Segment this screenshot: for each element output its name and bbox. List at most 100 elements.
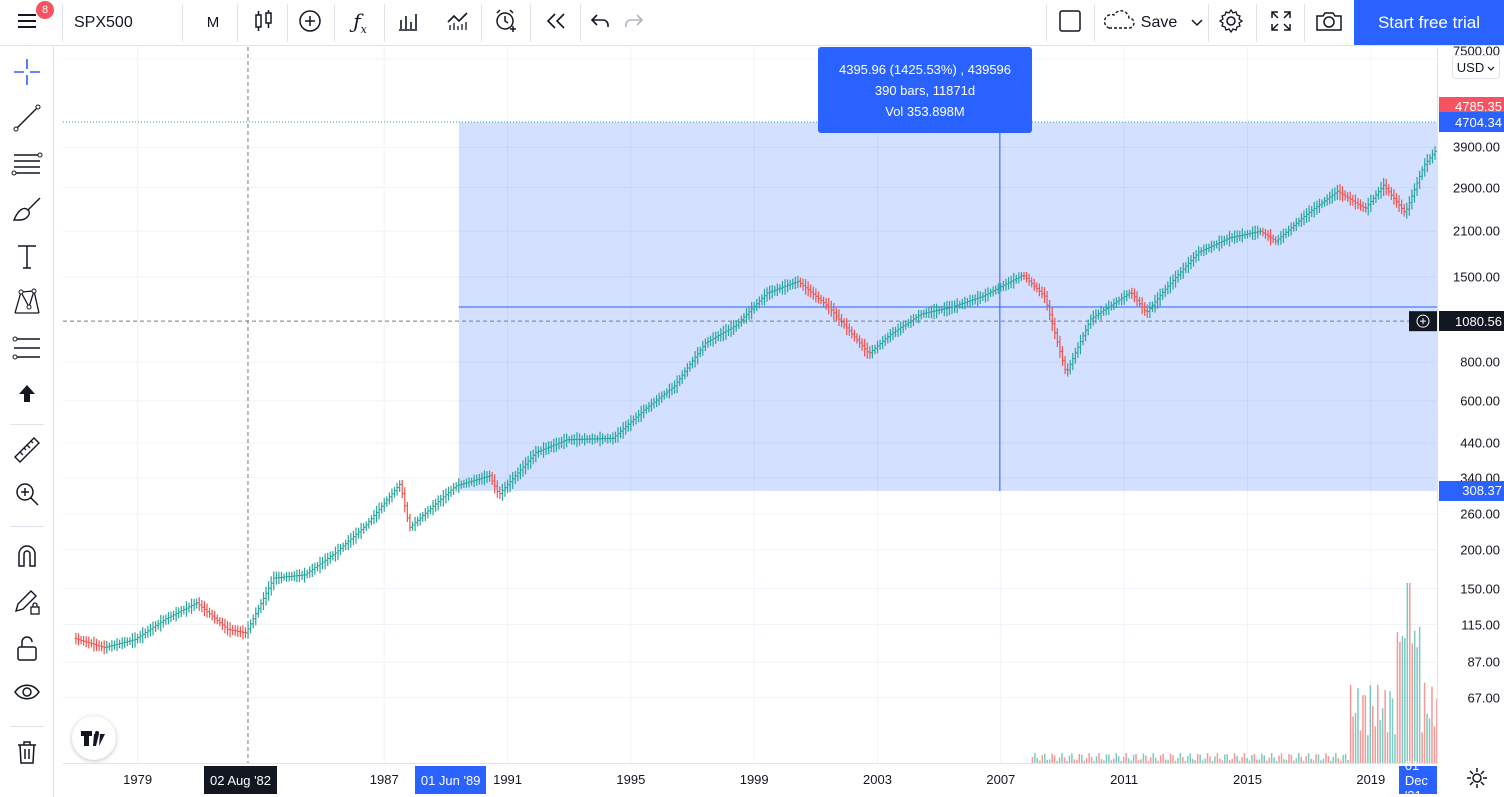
indicator-icon — [446, 10, 470, 36]
price-bar — [259, 599, 263, 614]
price-bar — [436, 495, 440, 511]
redo-button[interactable] — [618, 0, 650, 45]
volume-bar — [1372, 706, 1374, 763]
price-bar — [369, 515, 373, 526]
undo-button[interactable] — [584, 0, 616, 45]
stay-in-drawing-mode[interactable] — [7, 584, 47, 624]
price-bar — [115, 638, 119, 652]
brush-tool[interactable] — [7, 192, 47, 232]
volume-bar — [1041, 755, 1044, 763]
volume-bar — [1164, 759, 1167, 763]
tradingview-logo[interactable] — [72, 716, 116, 760]
price-bar — [177, 607, 181, 619]
price-bar — [333, 546, 337, 562]
currency-select[interactable]: USD — [1452, 55, 1500, 79]
volume-bar — [1295, 758, 1298, 763]
price-bar — [254, 607, 258, 626]
price-axis[interactable]: 7500.00 3900.00 2900.00 2100.00 1500.00 800.0… — [1437, 44, 1504, 763]
crosshair-price-label: 1080.56 — [1439, 311, 1504, 332]
save-button[interactable]: Save — [1096, 0, 1208, 45]
trendline-tool[interactable] — [7, 100, 47, 140]
indicator-templates-button[interactable] — [440, 0, 476, 45]
volume-bar — [1418, 627, 1421, 763]
time-axis[interactable]: 1979 1987 1991 1995 1999 2003 2007 2011 2015 2019… — [63, 758, 1437, 797]
symbol-search[interactable]: SPX500 — [74, 13, 133, 31]
price-bar — [138, 630, 142, 644]
high-price-label: 4785.35 — [1439, 96, 1504, 117]
price-bar — [120, 637, 124, 650]
price-bar — [416, 516, 420, 527]
measure-tool[interactable] — [7, 432, 47, 472]
price-bar — [79, 635, 83, 645]
chevron-down-icon — [1191, 14, 1203, 32]
magnet-icon — [13, 542, 41, 575]
volume-bar — [1265, 760, 1268, 763]
volume-bar — [1228, 760, 1231, 763]
price-bar — [133, 632, 137, 648]
remove-drawings[interactable] — [7, 734, 47, 774]
price-bar — [446, 486, 450, 501]
forecast-tool[interactable] — [7, 330, 47, 370]
text-tool[interactable] — [7, 238, 47, 278]
volume-bar — [1431, 686, 1433, 763]
compare-button[interactable] — [292, 0, 328, 45]
volume-bar — [1396, 632, 1399, 763]
price-bar — [272, 571, 276, 591]
price-tick: 2900.00 — [1453, 180, 1500, 195]
price-bar — [411, 521, 415, 531]
magnet-tool[interactable] — [7, 538, 47, 578]
price-bar — [1436, 143, 1437, 157]
volume-bar — [1251, 755, 1253, 763]
price-bar — [395, 482, 399, 496]
volume-bar — [1305, 756, 1307, 763]
hide-drawings[interactable] — [7, 674, 47, 714]
volume-bar — [1219, 758, 1221, 763]
axis-settings-button[interactable] — [1465, 767, 1489, 794]
fullscreen-button[interactable] — [1262, 0, 1300, 45]
volume-bar — [1142, 753, 1145, 763]
volume-bar — [1145, 755, 1147, 763]
replay-button[interactable] — [538, 0, 574, 45]
price-chart[interactable] — [63, 47, 1437, 763]
interval-button[interactable]: M — [206, 14, 220, 31]
price-bar — [128, 637, 132, 646]
lock-drawings[interactable] — [7, 630, 47, 670]
zoom-tool[interactable] — [7, 476, 47, 516]
volume-bar — [1312, 760, 1315, 763]
price-bar — [187, 602, 191, 613]
arrow-tool[interactable] — [7, 376, 47, 416]
snapshot-button[interactable] — [1310, 0, 1348, 45]
price-tick: 3900.00 — [1453, 139, 1500, 155]
alert-button[interactable] — [488, 0, 524, 45]
price-bar — [315, 562, 319, 572]
price-bar — [77, 633, 81, 646]
price-bar — [318, 556, 322, 574]
menu-button[interactable] — [10, 0, 44, 45]
price-bar — [390, 488, 394, 503]
brush-icon — [11, 195, 43, 230]
volume-bar — [1115, 753, 1118, 763]
layout-button[interactable] — [1052, 0, 1088, 45]
crosshair-tool[interactable] — [7, 54, 47, 94]
time-tick: 2015 — [1233, 772, 1262, 787]
fib-tool[interactable] — [7, 146, 47, 186]
time-tick: 1979 — [123, 772, 153, 787]
volume-bar — [1088, 753, 1090, 763]
start-free-trial-button[interactable]: Start free trial — [1354, 0, 1504, 45]
chart-type-button[interactable] — [246, 0, 280, 45]
price-bar — [305, 569, 309, 579]
sun-gear-icon — [1466, 767, 1488, 794]
templates-button[interactable] — [390, 0, 426, 45]
price-bar — [210, 609, 214, 621]
volume-bar — [1268, 757, 1270, 763]
indicators-button[interactable]: ƒx — [342, 0, 378, 45]
settings-button[interactable] — [1212, 0, 1250, 45]
volume-bar — [1053, 755, 1056, 763]
pattern-tool[interactable] — [7, 284, 47, 324]
chart-canvas[interactable] — [63, 47, 1437, 763]
volume-bar — [1233, 753, 1236, 763]
volume-bar — [1298, 753, 1300, 763]
price-bar — [321, 556, 325, 570]
currency-label: USD — [1456, 59, 1485, 75]
